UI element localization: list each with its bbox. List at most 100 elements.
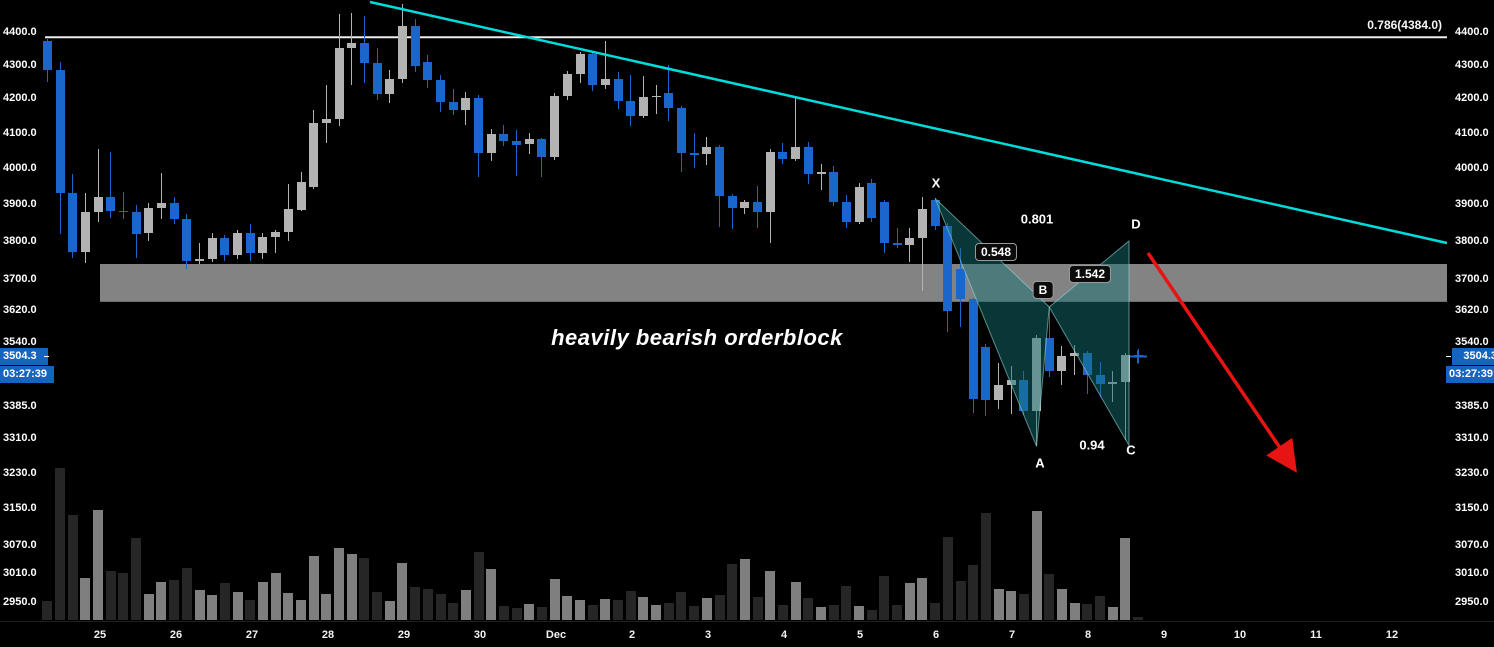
volume-bar (169, 580, 180, 620)
volume-bar (638, 597, 649, 620)
candle-wick (122, 192, 124, 220)
countdown-badge-right: 03:27:39 (1446, 366, 1494, 383)
volume-bar (219, 583, 230, 620)
candle-wick (97, 149, 99, 222)
candle (334, 47, 344, 119)
volume-bar (904, 583, 915, 620)
volume-bar (1018, 594, 1029, 620)
countdown-badge-left: 03:27:39 (0, 366, 54, 383)
volume-bar (372, 592, 383, 620)
volume-bar (625, 591, 636, 620)
candle-wick (110, 151, 112, 218)
volume-bar (1006, 591, 1017, 620)
pattern-label-D: D (1131, 216, 1141, 232)
volume-bar (1133, 617, 1143, 620)
volume-bar (321, 594, 332, 620)
volume-bar (575, 600, 585, 620)
volume-bar (194, 590, 205, 620)
price-tick-label: 3700.0 (3, 273, 37, 285)
volume-bar (790, 582, 801, 620)
volume-bar (1120, 538, 1131, 620)
price-tick-label: 3230.0 (3, 467, 37, 479)
pattern-label-1.542: 1.542 (1068, 265, 1112, 283)
candle (144, 208, 154, 234)
volume-bar (968, 565, 979, 620)
fib-level-label: 0.786(4384.0) (1367, 18, 1442, 32)
candle (118, 210, 128, 212)
volume-bar (841, 586, 852, 620)
volume-bar (1044, 574, 1055, 620)
pattern-label-0.94: 0.94 (1079, 437, 1105, 453)
price-tick-label: 3150.0 (1455, 502, 1489, 514)
volume-bar (892, 605, 903, 620)
volume-bar (422, 589, 433, 620)
volume-bar (80, 578, 91, 620)
volume-bar (1031, 511, 1042, 620)
volume-bar (828, 605, 839, 620)
volume-bar (942, 537, 953, 620)
candle-wick (160, 173, 162, 220)
volume-bar (816, 607, 826, 620)
price-tick-label: 4100.0 (1455, 127, 1489, 139)
volume-bar (600, 599, 611, 620)
candle (55, 69, 65, 194)
volume-bar (651, 605, 662, 620)
pattern-label-X: X (931, 175, 941, 191)
time-tick-label: 5 (856, 629, 864, 641)
volume-bar (1069, 603, 1080, 620)
candle (80, 212, 90, 252)
volume-bar (448, 603, 459, 620)
volume-bar (803, 598, 814, 620)
time-tick-label: 6 (932, 629, 940, 641)
candle-wick (325, 84, 327, 144)
volume-bar (536, 607, 547, 620)
volume-bar (993, 589, 1004, 620)
pattern-label-B: B (1032, 281, 1054, 299)
time-tick-label: 9 (1160, 629, 1168, 641)
price-tick-label: 3540.0 (3, 336, 37, 348)
volume-bar (689, 606, 700, 620)
volume-bar (727, 564, 738, 620)
price-tick-label: 3385.0 (1455, 400, 1489, 412)
time-tick-label: 28 (321, 629, 335, 641)
volume-bar (498, 606, 509, 620)
volume-bar (207, 595, 218, 620)
volume-bar (435, 594, 446, 620)
volume-bar (752, 597, 763, 620)
price-tick-label: 3310.0 (1455, 432, 1489, 444)
candle (207, 238, 217, 260)
price-tick-label: 4200.0 (3, 92, 37, 104)
price-tick-label: 4200.0 (1455, 92, 1489, 104)
candle (245, 232, 255, 253)
price-tick-label: 3150.0 (3, 502, 37, 514)
price-tick-label: 3540.0 (1455, 336, 1489, 348)
volume-bar (346, 554, 357, 620)
candle (271, 232, 281, 237)
volume-bar (1107, 607, 1118, 620)
candle (258, 236, 268, 253)
volume-bar (663, 603, 674, 620)
volume-bar (296, 600, 306, 620)
price-tick-right (1446, 356, 1451, 357)
volume-bar (156, 582, 167, 620)
candle-wick (275, 229, 277, 254)
orderblock-annotation: heavily bearish orderblock (551, 325, 843, 350)
candle (156, 203, 166, 209)
volume-bar (42, 601, 53, 620)
volume-bar (473, 552, 484, 620)
volume-bar (257, 582, 268, 620)
price-tick-label: 3010.0 (3, 567, 37, 579)
time-tick-label: 12 (1385, 629, 1399, 641)
volume-bar (854, 606, 864, 620)
volume-bar (232, 592, 243, 620)
volume-bar (980, 513, 991, 620)
time-tick-label: 27 (245, 629, 259, 641)
volume-bar (955, 581, 966, 620)
price-tick-label: 4100.0 (3, 127, 37, 139)
price-tick-label: 3010.0 (1455, 567, 1489, 579)
time-tick-label: 10 (1233, 629, 1247, 641)
